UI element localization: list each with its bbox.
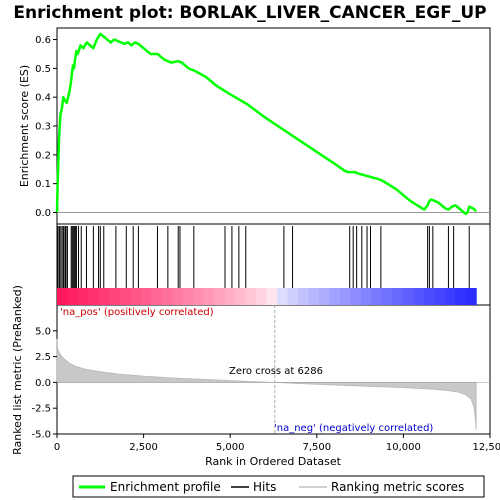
color-bar-segment (402, 288, 414, 305)
metric-y-tick-label: -5.0 (31, 430, 51, 441)
ranked-metric-area (56, 339, 490, 430)
color-bar-segment (203, 288, 215, 305)
neg-correlated-label: 'na_neg' (negatively correlated) (274, 423, 433, 434)
color-bar-segment (224, 288, 236, 305)
es-y-tick-label: 0.5 (35, 64, 51, 75)
enrichment-profile (55, 32, 490, 216)
color-bar-segment (193, 288, 205, 305)
x-tick-label: 2,500 (129, 442, 158, 453)
x-tick-label: 12,500 (473, 442, 500, 453)
color-bar-segment (444, 288, 456, 305)
x-axis-label: Rank in Ordered Dataset (205, 455, 342, 468)
es-y-tick-label: 0.1 (35, 179, 51, 190)
color-bar-segment (109, 288, 121, 305)
legend-enrichment-label: Enrichment profile (110, 480, 221, 494)
color-bar-segment (413, 288, 425, 305)
color-bar-segment (235, 288, 247, 305)
color-bar-segment (266, 288, 278, 305)
legend-box (72, 475, 485, 498)
metric-y-tick-label: 2.5 (35, 352, 51, 363)
es-axis-label: Enrichment score (ES) (18, 65, 31, 187)
color-bar-segment (287, 288, 299, 305)
color-bar-segment (77, 288, 90, 305)
color-bar-segment (434, 288, 446, 305)
color-bar-segment (381, 288, 393, 305)
color-bar-segment (308, 288, 320, 305)
metric-axis-label: Ranked list metric (PreRanked) (11, 285, 24, 455)
legend: Enrichment profile Hits Ranking metric s… (72, 475, 485, 498)
color-bar-segment (350, 288, 362, 305)
rank-color-bar (57, 288, 477, 305)
metric-y-tick-label: -2.5 (31, 404, 51, 415)
zero-cross-label: Zero cross at 6286 (229, 366, 323, 377)
legend-metric-label: Ranking metric scores (331, 480, 464, 494)
metric-area (56, 339, 477, 430)
color-bar-segment (455, 288, 467, 305)
x-tick-label: 7,500 (302, 442, 331, 453)
color-bar-segment (182, 288, 194, 305)
color-bar-segment (277, 288, 289, 305)
color-bar-segment (130, 288, 142, 305)
es-curve (55, 32, 477, 216)
color-bar-segment (172, 288, 184, 305)
x-tick-label: 10,000 (386, 442, 421, 453)
color-bar-segment (371, 288, 383, 305)
es-y-tick-label: 0.4 (35, 93, 51, 104)
legend-hits-label: Hits (253, 480, 276, 494)
x-tick-label: 0 (54, 442, 60, 453)
color-bar-segment (98, 288, 110, 305)
color-bar-segment (298, 288, 310, 305)
color-bar-segment (423, 288, 435, 305)
es-y-tick-label: 0.3 (35, 122, 51, 133)
es-y-tick-label: 0.2 (35, 150, 51, 161)
color-bar-segment (360, 288, 372, 305)
axis-ticks: 0.0 0.1 0.2 0.3 0.4 0.5 0.6 -5.0 -2.5 0.0 2.5 5.0 0 2… (31, 35, 500, 453)
color-bar-segment (57, 288, 69, 305)
color-bar-segment (161, 288, 173, 305)
color-bar-segment (329, 288, 341, 305)
color-bar-segment (256, 288, 268, 305)
color-bar-segment (465, 288, 477, 305)
chart-title: Enrichment plot: BORLAK_LIVER_CANCER_EGF… (13, 3, 486, 23)
metric-y-tick-label: 5.0 (35, 326, 51, 337)
color-bar-segment (67, 288, 79, 305)
color-bar-segment (214, 288, 226, 305)
color-bar-segment (245, 288, 257, 305)
color-bar-segment (339, 288, 352, 305)
metric-y-tick-label: 0.0 (35, 378, 51, 389)
color-bar-segment (318, 288, 331, 305)
color-bar-segment (140, 288, 152, 305)
color-bar-segment (151, 288, 163, 305)
hit-markers (57, 226, 470, 288)
color-bar-segment (392, 288, 404, 305)
color-bar-segment (88, 288, 100, 305)
pos-correlated-label: 'na_pos' (positively correlated) (60, 307, 214, 318)
es-panel-frame (56, 27, 491, 225)
x-tick-label: 5,000 (216, 442, 245, 453)
color-bar-segment (119, 288, 131, 305)
es-y-tick-label: 0.0 (35, 208, 51, 219)
es-y-tick-label: 0.6 (35, 35, 51, 46)
